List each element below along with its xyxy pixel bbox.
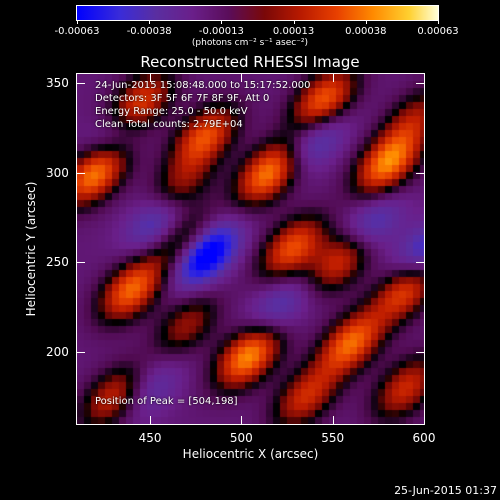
colorbar-tick-label: -0.00038 bbox=[126, 26, 172, 37]
y-tick-label: 200 bbox=[46, 345, 69, 360]
y-tick bbox=[77, 172, 85, 174]
heatmap-image bbox=[77, 74, 424, 424]
colorbar-tick-label: -0.00013 bbox=[198, 26, 244, 37]
annotation-energy-range: Energy Range: 25.0 - 50.0 keV bbox=[95, 106, 248, 117]
y-tick bbox=[416, 352, 424, 354]
colorbar-tick-label: 0.00063 bbox=[417, 26, 459, 37]
y-tick-label: 350 bbox=[46, 75, 69, 90]
chart-title: Reconstructed RHESSI Image bbox=[140, 53, 360, 71]
x-tick-label: 450 bbox=[138, 431, 162, 445]
annotation-time-range: 24-Jun-2015 15:08:48.000 to 15:17:52.000 bbox=[95, 80, 311, 91]
colorbar-tick bbox=[221, 20, 223, 24]
y-tick bbox=[416, 82, 424, 84]
colorbar-tick bbox=[77, 20, 78, 24]
x-tick bbox=[332, 74, 334, 82]
y-tick-label: 300 bbox=[46, 165, 69, 180]
colorbar-tick bbox=[293, 20, 295, 24]
x-axis-label: Heliocentric X (arcsec) bbox=[182, 447, 319, 461]
x-tick bbox=[150, 74, 152, 82]
y-tick bbox=[416, 172, 424, 174]
x-tick bbox=[424, 74, 425, 82]
x-tick-label: 500 bbox=[229, 431, 253, 445]
y-axis-label: Heliocentric Y (arcsec) bbox=[24, 181, 38, 317]
colorbar bbox=[76, 5, 439, 21]
y-tick bbox=[77, 352, 85, 354]
annotation-detectors: Detectors: 3F 5F 6F 7F 8F 9F, Att 0 bbox=[95, 93, 270, 104]
colorbar-tick-label: 0.00038 bbox=[345, 26, 387, 37]
y-tick-label: 250 bbox=[46, 255, 69, 270]
x-tick bbox=[241, 416, 243, 424]
x-tick-label: 550 bbox=[321, 431, 345, 445]
footer-date: 25-Jun-2015 01:37 bbox=[394, 484, 497, 497]
colorbar-tick bbox=[438, 20, 439, 24]
annotation-total-counts: Clean Total counts: 2.79E+04 bbox=[95, 119, 243, 130]
y-tick bbox=[77, 262, 85, 264]
colorbar-unit: (photons cm⁻² s⁻¹ asec⁻²) bbox=[191, 38, 309, 48]
x-tick bbox=[424, 416, 425, 424]
y-tick bbox=[77, 82, 85, 84]
colorbar-tick bbox=[149, 20, 151, 24]
colorbar-tick bbox=[365, 20, 367, 24]
x-tick bbox=[150, 416, 152, 424]
x-tick bbox=[241, 74, 243, 82]
x-tick-label: 600 bbox=[412, 431, 436, 445]
colorbar-tick-label: -0.00063 bbox=[54, 26, 100, 37]
colorbar-tick-label: 0.00013 bbox=[272, 26, 315, 37]
y-tick bbox=[416, 262, 424, 264]
annotation-peak-position: Position of Peak = [504,198] bbox=[95, 396, 238, 407]
x-tick bbox=[332, 416, 334, 424]
